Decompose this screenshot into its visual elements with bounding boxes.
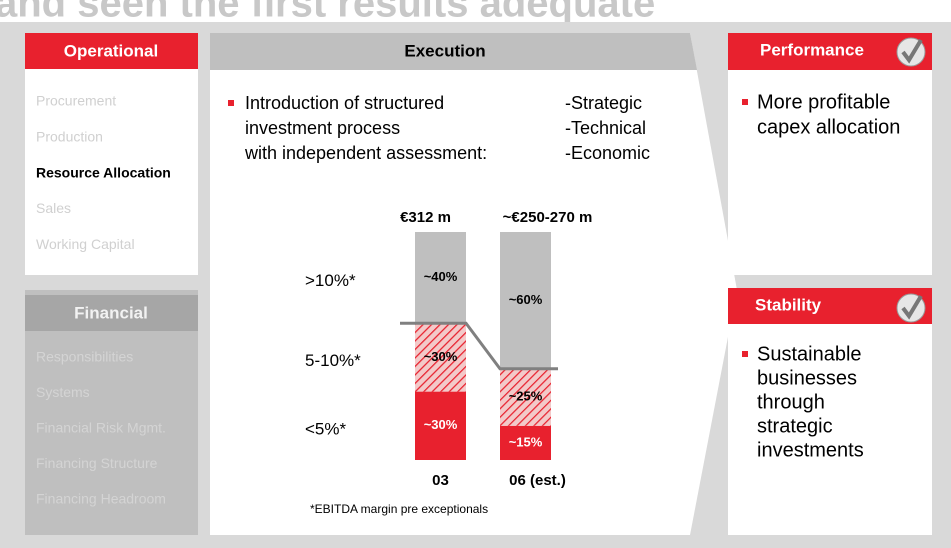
- bullet-line: through: [757, 391, 825, 413]
- category-label: 03: [432, 472, 449, 489]
- bar-segment: [415, 391, 466, 460]
- menu-item: Sales: [36, 200, 71, 216]
- bar-segment: [500, 368, 551, 426]
- bullet-line: capex allocation: [757, 116, 900, 138]
- menu-item: Responsibilities: [36, 349, 133, 365]
- execution-title: Execution: [404, 41, 485, 60]
- bar-segment: [415, 232, 466, 324]
- operational-header: [25, 33, 198, 69]
- value-label: ~40%: [424, 269, 458, 284]
- bullet: [228, 100, 234, 106]
- financial-header: [25, 295, 198, 331]
- menu-item: Working Capital: [36, 236, 135, 252]
- menu-item: Financing Structure: [36, 455, 158, 471]
- performance-title: Performance: [760, 40, 864, 59]
- chart: ~30% <5%* ~30% 5-10%* ~40% >10%* €312 m 03 ~15% ~…: [305, 209, 592, 489]
- bullet-line: with independent assessment:: [244, 143, 487, 163]
- operational-items: Procurement Production Resource Allocation…: [36, 93, 171, 252]
- bullet-line: Sustainable: [757, 343, 862, 365]
- execution-header: [210, 33, 697, 70]
- aspect: -Economic: [565, 143, 650, 163]
- stability-text: Sustainablebusinessesthroughstrategicinv…: [757, 343, 864, 461]
- operational-title: Operational: [64, 41, 158, 60]
- value-label: ~30%: [424, 349, 458, 364]
- total-label: ~€250-270 m: [503, 209, 593, 226]
- financial-title: Financial: [74, 303, 148, 322]
- stability-box: [728, 288, 932, 535]
- menu-item: Production: [36, 129, 103, 145]
- check-icon: [896, 37, 926, 67]
- execution-box: [210, 33, 737, 535]
- menu-item: Financial Risk Mgmt.: [36, 420, 166, 436]
- stability-title: Stability: [755, 295, 822, 314]
- value-label: ~25%: [509, 389, 543, 404]
- bar-segment: [500, 425, 551, 460]
- menu-item: Resource Allocation: [36, 164, 171, 180]
- menu-item: Systems: [36, 384, 90, 400]
- total-label: €312 m: [400, 209, 451, 226]
- bullet-line: investments: [757, 439, 864, 461]
- footnote: *EBITDA margin pre exceptionals: [310, 502, 488, 516]
- bullet-line: More profitable: [757, 91, 890, 113]
- bar-segment: [415, 323, 466, 392]
- bar-segment: [500, 232, 551, 369]
- bullet-line: investment process: [245, 118, 400, 138]
- menu-item: Financing Headroom: [36, 491, 166, 507]
- bullet-line: strategic: [757, 415, 833, 437]
- performance-text: More profitable capex allocation: [757, 91, 900, 138]
- bullet-line: Introduction of structured: [245, 93, 444, 113]
- operational-box: [25, 33, 198, 275]
- value-label: ~15%: [509, 434, 543, 449]
- value-label: ~60%: [509, 292, 543, 307]
- financial-items: Responsibilities Systems Financial Risk Mg…: [36, 349, 166, 507]
- bullet-line: businesses: [757, 367, 857, 389]
- series-label: <5%*: [305, 419, 346, 438]
- check-icon: [896, 293, 926, 323]
- menu-item: Procurement: [36, 93, 116, 109]
- bullet: [742, 351, 748, 357]
- series-label: >10%*: [305, 271, 356, 290]
- category-label: 06 (est.): [509, 472, 566, 489]
- header-title: and seen the first results adequate: [0, 0, 655, 26]
- value-label: ~30%: [424, 417, 458, 432]
- aspect: -Strategic: [565, 93, 642, 113]
- series-label: 5-10%*: [305, 351, 361, 370]
- aspect: -Technical: [565, 118, 646, 138]
- bullet: [742, 99, 748, 105]
- performance-box: [728, 33, 932, 275]
- connector-line: [400, 321, 558, 371]
